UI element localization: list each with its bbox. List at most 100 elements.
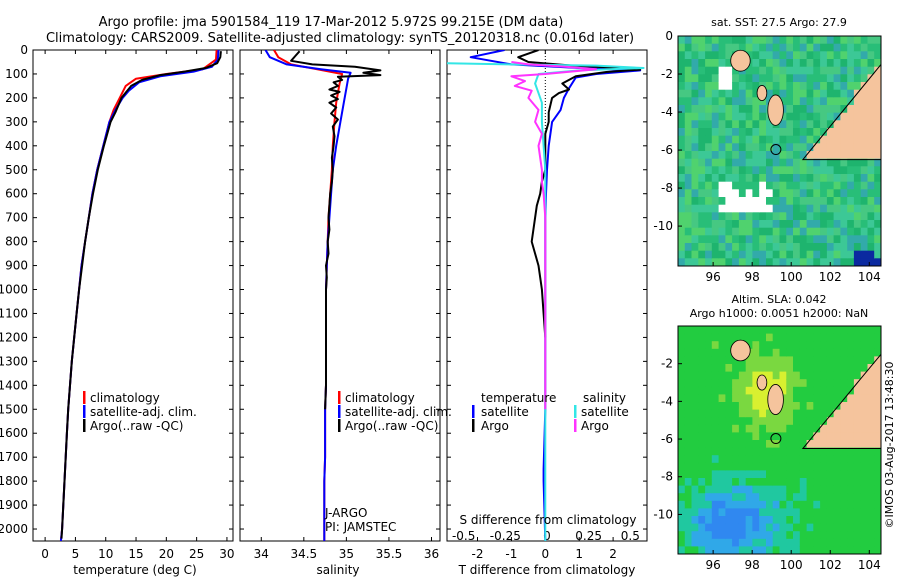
depth-tick-label: 200 xyxy=(5,91,28,105)
map-cell xyxy=(766,462,774,471)
map-cell xyxy=(752,250,760,259)
map-cell xyxy=(772,189,781,198)
map-cell xyxy=(759,158,767,167)
map-cell xyxy=(759,341,767,350)
map-cell xyxy=(847,371,855,380)
map-cell xyxy=(874,508,881,517)
map-cell xyxy=(860,74,869,83)
map-cell xyxy=(874,538,881,547)
map-cell xyxy=(691,478,699,487)
map-cell xyxy=(813,447,821,456)
map-cell xyxy=(772,128,781,137)
map-cell xyxy=(820,462,828,471)
map-cell xyxy=(847,493,855,502)
map-cell xyxy=(820,82,828,91)
map-cell xyxy=(766,166,774,175)
map-cell xyxy=(833,440,841,449)
map-cell xyxy=(793,424,801,433)
map-cell xyxy=(820,508,828,517)
map-x-tick-label: 96 xyxy=(705,558,720,572)
map-cell xyxy=(867,258,875,266)
map-cell xyxy=(766,120,774,129)
map-cell xyxy=(806,59,814,68)
map-cell xyxy=(698,212,706,221)
map-cell xyxy=(874,158,881,167)
map-cell xyxy=(860,455,869,464)
map-cell xyxy=(711,220,720,229)
map-cell xyxy=(738,478,747,487)
map-cell xyxy=(813,523,821,532)
legend-label-s-argo: Argo xyxy=(581,419,609,433)
map-cell xyxy=(759,51,767,60)
map-cell xyxy=(874,386,881,395)
map-cell xyxy=(698,485,706,494)
map-cell xyxy=(718,485,726,494)
map-cell xyxy=(786,417,794,426)
map-cell xyxy=(684,250,693,259)
map-cell xyxy=(752,258,760,266)
map-cell xyxy=(806,143,814,152)
map-cell xyxy=(759,151,767,160)
map-cell xyxy=(779,371,787,380)
map-cell xyxy=(867,158,875,167)
map-cell xyxy=(705,36,713,45)
map-cell xyxy=(779,455,787,464)
map-cell xyxy=(738,235,747,244)
map-cell xyxy=(799,128,808,137)
map-cell xyxy=(840,447,848,456)
map-cell xyxy=(779,379,787,388)
map-cell xyxy=(698,105,706,114)
map-cell xyxy=(691,235,699,244)
map-cell xyxy=(833,97,841,106)
map-cell xyxy=(840,402,848,411)
map-cell xyxy=(766,493,774,502)
map-cell xyxy=(813,409,821,418)
map-cell xyxy=(732,112,740,121)
map-cell xyxy=(853,235,862,244)
map-cell xyxy=(867,143,875,152)
map-cell xyxy=(678,500,686,509)
map-cell xyxy=(874,227,881,236)
map-cell xyxy=(725,181,733,190)
map-cell xyxy=(678,516,686,525)
map-cell xyxy=(684,348,693,357)
map-cell xyxy=(853,135,862,144)
map-cell xyxy=(826,128,835,137)
map-cell xyxy=(840,508,848,517)
legend-swatch-climatology xyxy=(338,391,341,404)
map-cell xyxy=(698,112,706,121)
map-cell xyxy=(833,333,841,342)
map-cell xyxy=(874,516,881,525)
map-cell xyxy=(684,523,693,532)
map-cell xyxy=(793,135,801,144)
map-cell xyxy=(874,105,881,114)
map-cell xyxy=(793,74,801,83)
map-cell xyxy=(745,447,754,456)
map-cell xyxy=(779,348,787,357)
map-cell xyxy=(705,158,713,167)
map-cell xyxy=(813,204,821,213)
map-cell xyxy=(826,516,835,525)
map-cell xyxy=(786,189,794,198)
map-cell xyxy=(766,74,774,83)
map-cell xyxy=(806,189,814,198)
map-cell xyxy=(725,402,733,411)
map-cell xyxy=(678,128,686,137)
depth-tick-label: 1200 xyxy=(0,330,28,344)
map-y-tick-label: -2 xyxy=(661,67,673,81)
map-cell xyxy=(840,82,848,91)
map-cell xyxy=(826,470,835,479)
map-cell xyxy=(725,250,733,259)
map-cell xyxy=(772,470,781,479)
map-cell xyxy=(738,462,747,471)
map-cell xyxy=(860,258,869,266)
map-cell xyxy=(847,204,855,213)
map-cell xyxy=(847,166,855,175)
depth-tick-label: 1900 xyxy=(0,498,28,512)
map-cell xyxy=(759,455,767,464)
map-cell xyxy=(678,97,686,106)
map-cell xyxy=(840,546,848,554)
depth-tick-label: 600 xyxy=(5,187,28,201)
map-cell xyxy=(847,43,855,52)
map-cell xyxy=(853,204,862,213)
